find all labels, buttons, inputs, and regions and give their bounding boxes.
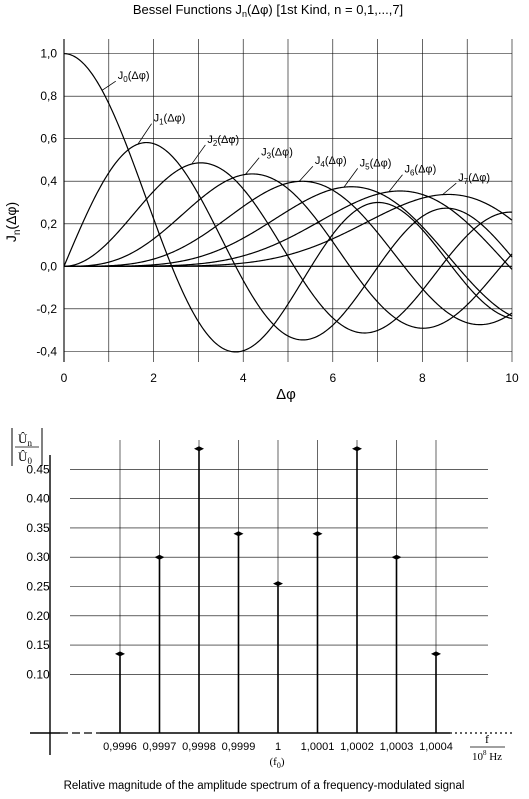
bessel-curve-j1 [63, 141, 513, 341]
spectrum-stems [115, 446, 441, 733]
y-axis-ratio-label: Ûn Û0 [11, 428, 43, 466]
x-tick-label: 1,0004 [419, 741, 453, 753]
bessel-series-labels: J0(Δφ) J1(Δφ) J2(Δφ) J3(Δφ) J4(Δφ) J5(Δφ) J6(Δ… [101, 70, 490, 195]
x-axis-label: Δφ [276, 386, 296, 403]
leader-line-j1 [137, 123, 152, 145]
y-tick-label: 0.25 [26, 580, 50, 594]
bessel-curve-j2 [63, 162, 513, 334]
y-tick-label: 0,8 [40, 89, 57, 103]
x-tick-label: 1 [275, 741, 281, 753]
x-tick-label: 2 [150, 371, 157, 385]
stem-head-1 [154, 554, 165, 560]
series-label-j7: J7(Δφ) [458, 172, 490, 186]
spectrum-tick-labels: 0.45 0.40 0.35 0.30 0.25 0.20 0.15 0.10 0,9996 0,… [26, 462, 453, 753]
leader-line-j2 [191, 144, 206, 165]
y-tick-label: -0,2 [36, 302, 57, 316]
x-tick-label: 0,9998 [182, 741, 216, 753]
y-tick-label: 0,4 [40, 174, 57, 188]
y-tick-label: 0.10 [26, 667, 50, 681]
series-label-j3: J3(Δφ) [261, 147, 293, 161]
stem-head-3 [233, 531, 244, 537]
stem-head-7 [391, 554, 402, 560]
x-tick-label: 0,9996 [103, 741, 137, 753]
stem-head-6 [352, 446, 362, 452]
x-tick-label: 8 [419, 371, 426, 385]
x-tick-label: 0 [61, 371, 68, 385]
x-tick-label: 4 [240, 371, 247, 385]
bessel-curve-j7 [64, 193, 513, 267]
y-tick-label: 0,2 [40, 217, 57, 231]
leader-line-j6 [388, 174, 403, 193]
y-tick-label: -0,4 [36, 344, 57, 358]
y-tick-label: 0,0 [40, 259, 57, 273]
stem-head-5 [312, 531, 323, 537]
leader-line-j3 [245, 157, 260, 175]
leader-line-j5 [343, 168, 359, 188]
series-label-j2: J2(Δφ) [207, 134, 239, 148]
stem-head-0 [115, 651, 125, 657]
spectrum-grid [30, 440, 512, 755]
y-axis-label: Jn(Δφ) [3, 202, 23, 242]
x-tick-label: 1,0002 [340, 741, 374, 753]
bessel-chart: Bessel Functions Jn(Δφ) [1st Kind, n = 0… [3, 2, 519, 403]
bessel-curve-j4 [64, 180, 513, 326]
svg-text:108 Hz: 108 Hz [472, 749, 502, 763]
bessel-curve-j0 [63, 53, 513, 353]
chart-title: Bessel Functions Jn(Δφ) [1st Kind, n = 0… [133, 2, 403, 19]
y-tick-label: 0.15 [26, 638, 50, 652]
spectrum-chart: Ûn Û0 0.45 0.40 0.35 0.30 0.25 0.20 0.15 0.10 0,… [11, 428, 512, 792]
leader-line-j7 [442, 182, 457, 195]
bessel-tick-labels: 1,0 0,8 0,6 0,4 0,2 0,0 -0,2 -0,4 0 2 4 6 8 10 [36, 47, 519, 385]
series-label-j5: J5(Δφ) [360, 157, 392, 171]
bessel-curve-j3 [64, 173, 513, 329]
leader-line-j4 [298, 165, 314, 182]
x-tick-label: 10 [505, 371, 519, 385]
series-label-j0: J0(Δφ) [118, 70, 150, 84]
bessel-grid [63, 39, 513, 362]
x-axis-frequency-label: f 108 Hz [470, 732, 505, 763]
series-label-j4: J4(Δφ) [315, 155, 347, 169]
x-tick-label: 0,9997 [143, 741, 177, 753]
y-tick-label: 0,6 [40, 132, 57, 146]
stem-head-2 [194, 446, 204, 452]
y-tick-label: 0.30 [26, 550, 50, 564]
series-label-j6: J6(Δφ) [404, 164, 436, 178]
stem-head-8 [431, 651, 441, 657]
bessel-curves [63, 53, 513, 353]
x-tick-label: 0,9999 [222, 741, 256, 753]
carrier-frequency-note: (f0) [270, 756, 285, 770]
x-tick-label: 6 [329, 371, 336, 385]
x-tick-label: 1,0001 [301, 741, 335, 753]
x-tick-label: 1,0003 [380, 741, 414, 753]
svg-text:f: f [485, 732, 489, 746]
stem-head-4 [273, 581, 283, 587]
y-tick-label: 1,0 [40, 47, 57, 61]
svg-text:Ûn: Ûn [18, 431, 32, 448]
figure-caption: Relative magnitude of the amplitude spec… [64, 780, 465, 792]
y-tick-label: 0.20 [26, 609, 50, 623]
series-label-j1: J1(Δφ) [154, 113, 186, 127]
y-tick-label: 0.45 [26, 462, 50, 476]
svg-text:Û0: Û0 [18, 449, 32, 466]
y-tick-label: 0.40 [26, 492, 50, 506]
leader-line-j0 [101, 80, 116, 91]
y-tick-label: 0.35 [26, 521, 50, 535]
